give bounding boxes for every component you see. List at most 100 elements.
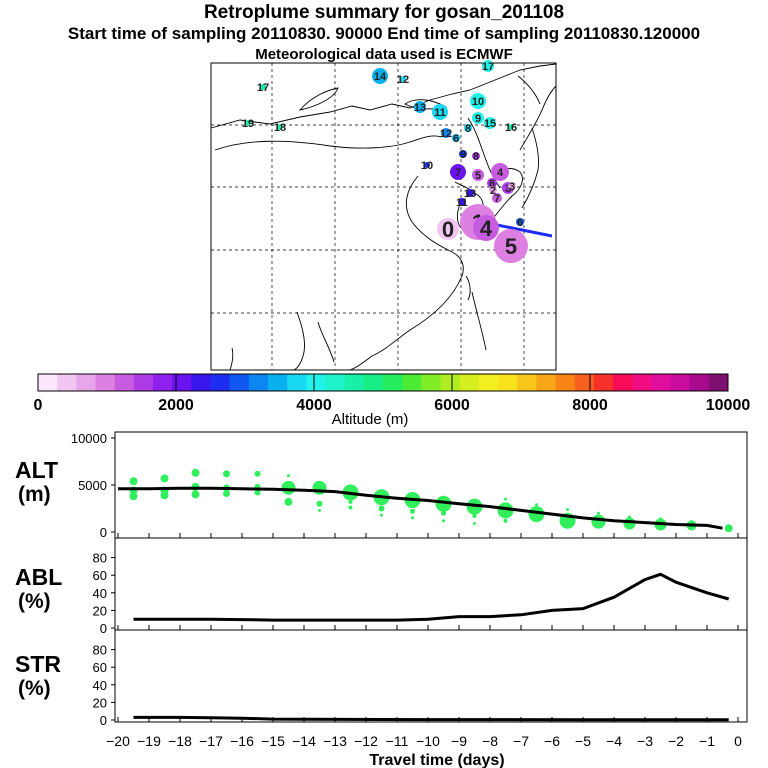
map-point: [450, 164, 466, 180]
map-point: [414, 101, 426, 113]
colorbar-cell: [478, 374, 499, 391]
map-point: [466, 189, 474, 197]
alt-point: [566, 507, 569, 511]
colorbar-cell: [689, 374, 710, 391]
colorbar-cell: [498, 374, 518, 391]
map-point-label: 0: [442, 217, 454, 242]
map-point-label: 5: [475, 170, 481, 182]
map-point-label: 18: [274, 122, 286, 134]
colorbar-cell: [440, 374, 461, 391]
colorbar-cell: [57, 374, 77, 391]
alt-ylabel: ALT: [15, 457, 58, 483]
y-tick-label: 80: [93, 551, 107, 566]
alt-point: [284, 497, 293, 506]
map-point: [277, 124, 283, 130]
alt-point: [316, 500, 323, 507]
map-point: [508, 124, 514, 130]
colorbar-cell: [153, 374, 173, 391]
colorbar-cell: [670, 374, 691, 391]
y-tick-label: 40: [93, 586, 107, 601]
x-tick-label: −12: [354, 733, 378, 749]
alt-point: [380, 513, 383, 517]
alt-point: [411, 516, 414, 520]
map-point: [484, 117, 496, 129]
map-point: [464, 124, 472, 132]
alt-point: [597, 511, 600, 515]
colorbar-tick-label: 4000: [296, 397, 332, 414]
colorbar-cell: [114, 374, 135, 391]
map-point-label: 13: [414, 102, 426, 114]
trajectory-line: [491, 222, 553, 238]
map-point-label: 13: [464, 188, 476, 200]
alt-point: [504, 497, 507, 501]
alt-point: [254, 489, 261, 496]
map-point: [441, 128, 451, 138]
x-tick-label: −11: [386, 733, 409, 749]
alt-point: [348, 499, 353, 504]
abl-panel-frame: [114, 537, 748, 631]
colorbar-label: Altitude (m): [332, 411, 409, 428]
x-tick-label: −15: [261, 733, 285, 749]
colorbar-cell: [708, 374, 729, 391]
colorbar-cell: [210, 374, 231, 391]
y-tick-label: 20: [93, 603, 107, 618]
colorbar-cell: [632, 374, 652, 391]
colorbar-cell: [344, 374, 365, 391]
map-point: [489, 186, 497, 194]
alt-point: [129, 477, 138, 486]
map-point: [472, 152, 480, 160]
x-tick-label: −2: [668, 733, 684, 749]
abl-ylabel-unit: (%): [18, 590, 51, 613]
alt-point: [129, 492, 138, 501]
alt-point: [318, 508, 321, 512]
map-point: [400, 76, 406, 82]
colorbar-cell: [593, 374, 614, 391]
map-point: [432, 104, 448, 120]
y-tick-label: 0: [100, 713, 107, 728]
map-point-label: 9: [475, 113, 481, 125]
colorbar-cell: [421, 374, 441, 391]
colorbar-cell: [306, 374, 326, 391]
x-tick-label: −5: [575, 733, 591, 749]
map-point: [470, 93, 486, 109]
alt-point: [254, 470, 261, 477]
colorbar-cell: [402, 374, 422, 391]
map-point-label: 4: [480, 216, 493, 241]
map-point: [491, 163, 509, 181]
alt-point: [191, 468, 200, 477]
colorbar-cell: [38, 374, 58, 391]
alt-median-line: [118, 486, 723, 530]
colorbar-cell: [363, 374, 384, 391]
map-point-label: 3: [505, 183, 511, 195]
altitude-colorbar: 0 2000 4000 6000 8000 10000 Altitude (m): [34, 373, 750, 428]
map-point: [516, 218, 524, 226]
map-point: [245, 120, 251, 126]
chart-title: Retroplume summary for gosan_201108: [203, 2, 565, 23]
map-point-label: 6: [517, 217, 523, 229]
map-point: [452, 134, 460, 142]
alt-point: [591, 514, 606, 529]
alt-point: [528, 506, 545, 523]
map-point: [459, 150, 467, 158]
map-point-label: 8: [465, 123, 471, 135]
alt-point: [281, 480, 296, 495]
abl-ylabel: ABL: [15, 564, 62, 590]
colorbar-cell: [268, 374, 288, 391]
alt-point: [623, 517, 636, 530]
map-point-label: 15: [484, 118, 496, 130]
colorbar-cell: [191, 374, 211, 391]
colorbar-cell: [248, 374, 269, 391]
alt-point: [348, 505, 353, 510]
alt-point: [473, 522, 476, 526]
colorbar-cell: [76, 374, 96, 391]
map-point-label: 7: [494, 193, 500, 205]
map-point-label: 17: [257, 82, 269, 94]
colorbar-cell: [651, 374, 671, 391]
x-tick-label: −18: [168, 733, 192, 749]
map-point: [424, 162, 430, 168]
colorbar-cell: [517, 374, 537, 391]
map-point: [458, 198, 466, 206]
map-point: [482, 60, 494, 72]
alt-point: [472, 514, 477, 519]
